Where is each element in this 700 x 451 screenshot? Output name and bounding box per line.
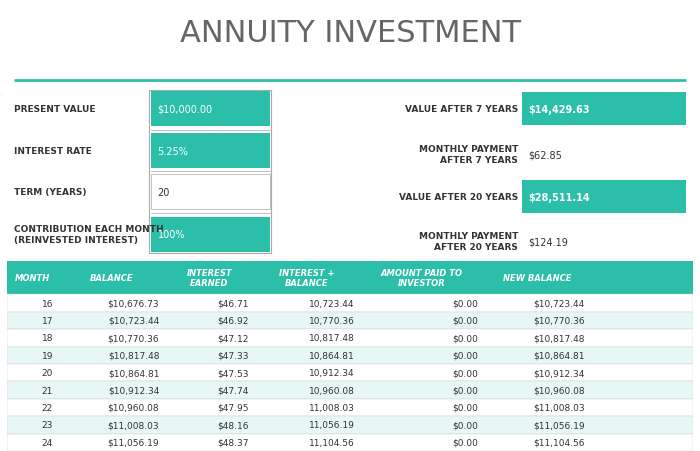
Text: 10,912.34: 10,912.34 [309,368,355,377]
Text: $10,770.36: $10,770.36 [108,334,160,343]
Text: ANNUITY INVESTMENT: ANNUITY INVESTMENT [179,19,521,48]
Text: INTEREST RATE: INTEREST RATE [14,147,92,156]
Text: $0.00: $0.00 [452,316,478,325]
Text: $47.53: $47.53 [217,368,248,377]
Text: 100%: 100% [158,230,185,239]
Text: 10,723.44: 10,723.44 [309,299,355,308]
Text: $10,676.73: $10,676.73 [108,299,160,308]
Text: MONTH: MONTH [15,274,50,283]
Text: $47.33: $47.33 [217,351,248,360]
Text: $10,864.81: $10,864.81 [533,351,584,360]
Text: PRESENT VALUE: PRESENT VALUE [14,105,95,114]
Text: 10,770.36: 10,770.36 [309,316,355,325]
Bar [522,93,686,126]
Text: $0.00: $0.00 [452,368,478,377]
Text: AMOUNT PAID TO
INVESTOR: AMOUNT PAID TO INVESTOR [381,268,463,288]
Bar [149,91,271,254]
Text: 17: 17 [41,316,53,325]
Text: 10,864.81: 10,864.81 [309,351,355,360]
Text: MONTHLY PAYMENT
AFTER 7 YEARS: MONTHLY PAYMENT AFTER 7 YEARS [419,145,518,165]
Text: $0.00: $0.00 [452,438,478,447]
Text: $0.00: $0.00 [452,403,478,412]
Text: $14,429.63: $14,429.63 [528,105,590,115]
Bar [150,92,270,127]
Text: INTEREST
EARNED: INTEREST EARNED [187,268,232,288]
Text: $11,056.19: $11,056.19 [533,420,584,429]
Text: INTEREST +
BALANCE: INTEREST + BALANCE [279,268,335,288]
Bar [7,364,693,382]
Text: 16: 16 [41,299,53,308]
Text: VALUE AFTER 7 YEARS: VALUE AFTER 7 YEARS [405,105,518,114]
Text: $0.00: $0.00 [452,334,478,343]
Text: 22: 22 [42,403,53,412]
Bar [7,262,693,295]
Text: 23: 23 [41,420,53,429]
Bar [7,399,693,416]
Text: BALANCE: BALANCE [90,274,134,283]
Text: 11,008.03: 11,008.03 [309,403,355,412]
Text: 11,056.19: 11,056.19 [309,420,355,429]
Text: $10,912.34: $10,912.34 [533,368,584,377]
Text: $62.85: $62.85 [528,150,562,160]
Text: $10,912.34: $10,912.34 [108,386,160,395]
Text: $10,960.08: $10,960.08 [108,403,160,412]
Text: $47.12: $47.12 [217,334,248,343]
Bar [150,134,270,169]
Text: $47.74: $47.74 [217,386,248,395]
Text: 20: 20 [158,187,170,197]
Text: $10,817.48: $10,817.48 [533,334,584,343]
Text: $48.16: $48.16 [217,420,248,429]
Text: $0.00: $0.00 [452,351,478,360]
Text: $48.37: $48.37 [217,438,248,447]
Text: MONTHLY PAYMENT
AFTER 20 YEARS: MONTHLY PAYMENT AFTER 20 YEARS [419,232,518,251]
Text: 5.25%: 5.25% [158,146,188,156]
Text: 11,104.56: 11,104.56 [309,438,355,447]
Bar [7,329,693,347]
Text: $124.19: $124.19 [528,237,568,247]
Bar [7,382,693,399]
Text: $28,511.14: $28,511.14 [528,192,590,202]
Text: CONTRIBUTION EACH MONTH
(REINVESTED INTEREST): CONTRIBUTION EACH MONTH (REINVESTED INTE… [14,225,164,244]
Text: $11,008.03: $11,008.03 [108,420,160,429]
Bar [7,434,693,451]
Text: $46.71: $46.71 [217,299,248,308]
Text: $10,723.44: $10,723.44 [108,316,160,325]
Bar [150,175,270,209]
Text: $10,723.44: $10,723.44 [533,299,584,308]
Text: $46.92: $46.92 [217,316,248,325]
Text: 10,960.08: 10,960.08 [309,386,355,395]
Text: 18: 18 [41,334,53,343]
Text: $0.00: $0.00 [452,299,478,308]
Text: $10,864.81: $10,864.81 [108,368,160,377]
Text: 24: 24 [42,438,53,447]
Text: 20: 20 [41,368,53,377]
Text: $0.00: $0.00 [452,386,478,395]
Text: $10,000.00: $10,000.00 [158,105,213,115]
Text: 21: 21 [41,386,53,395]
Bar [7,416,693,434]
Text: $0.00: $0.00 [452,420,478,429]
Text: 19: 19 [41,351,53,360]
Bar [7,312,693,329]
Text: NEW BALANCE: NEW BALANCE [503,274,571,283]
Text: $10,770.36: $10,770.36 [533,316,584,325]
Text: 10,817.48: 10,817.48 [309,334,355,343]
Text: VALUE AFTER 20 YEARS: VALUE AFTER 20 YEARS [399,193,518,202]
Text: $47.95: $47.95 [217,403,248,412]
Text: TERM (YEARS): TERM (YEARS) [14,188,87,197]
Text: $11,104.56: $11,104.56 [533,438,584,447]
Bar [7,295,693,312]
Text: $11,056.19: $11,056.19 [108,438,160,447]
Text: $10,960.08: $10,960.08 [533,386,584,395]
Bar [522,181,686,214]
Bar [7,347,693,364]
Bar [150,217,270,252]
Text: $10,817.48: $10,817.48 [108,351,160,360]
Text: $11,008.03: $11,008.03 [533,403,584,412]
